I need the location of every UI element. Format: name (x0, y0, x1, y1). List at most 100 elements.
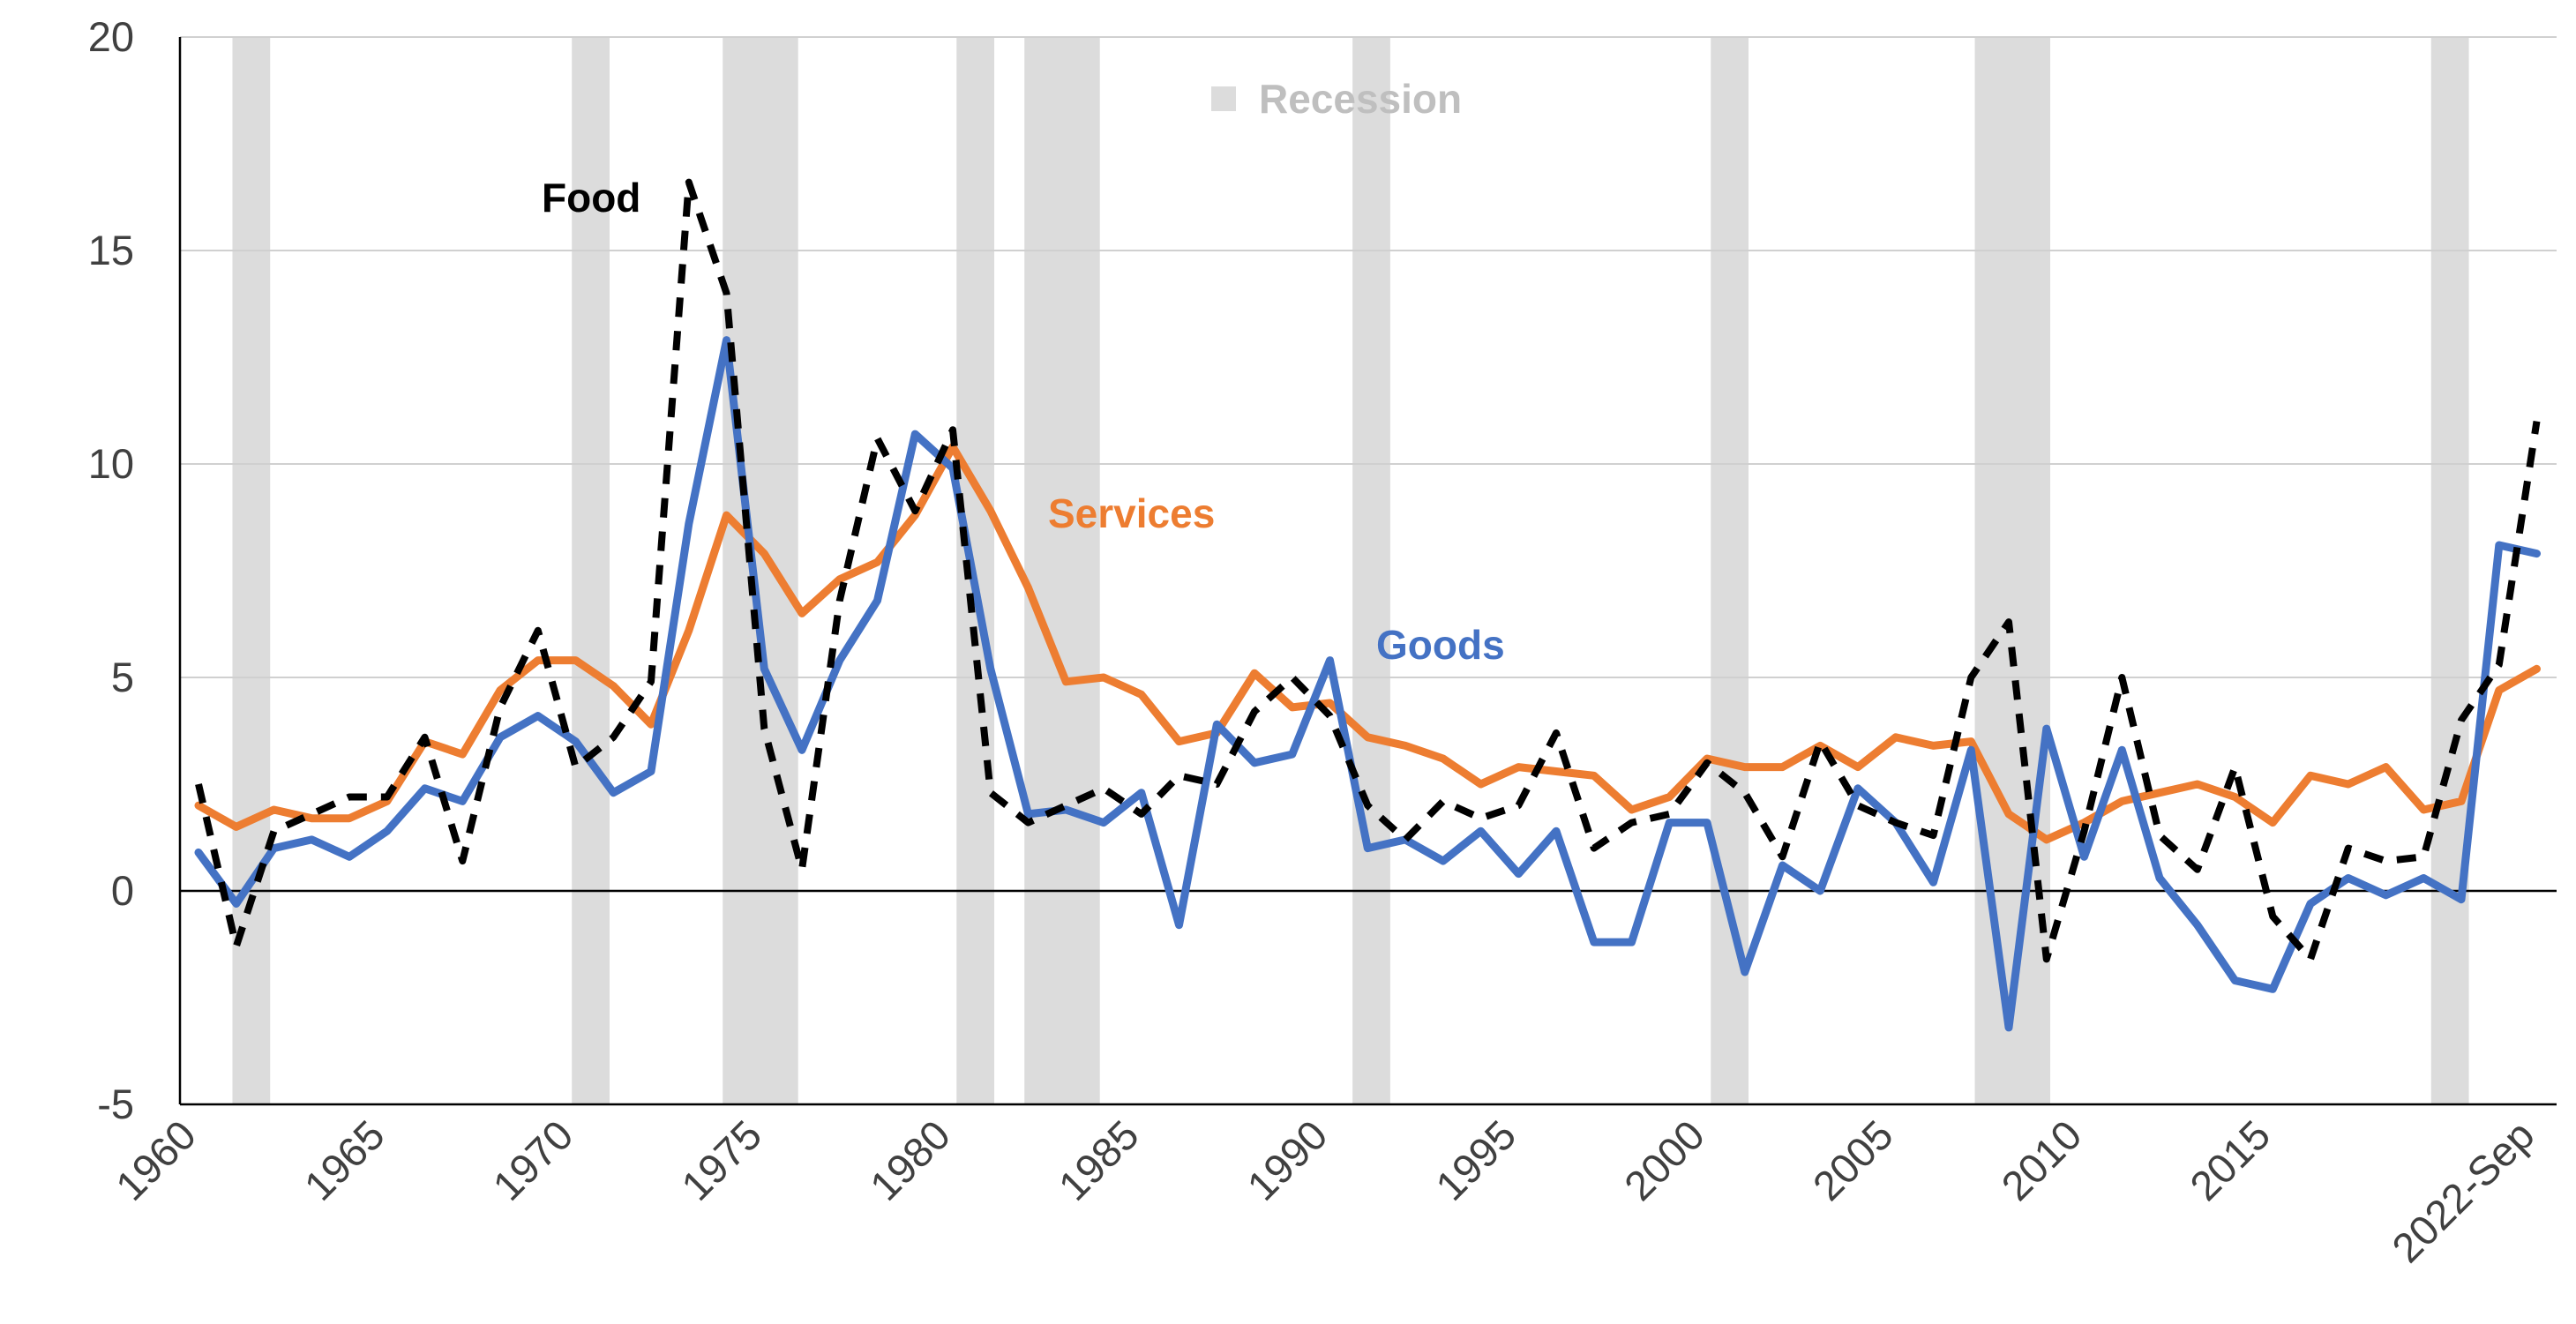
food-point-1982 (1028, 822, 1029, 823)
services-point-2019 (2423, 810, 2424, 811)
food-point-1988 (1254, 711, 1255, 712)
food-point-2001 (1744, 792, 1745, 793)
goods-point-1971 (613, 792, 614, 793)
food-point-2011 (2122, 677, 2123, 678)
y-gridlines (180, 36, 2557, 678)
goods-point-1964 (349, 856, 350, 857)
food-point-1963 (311, 813, 312, 814)
x-tick-label: 1995 (1427, 1111, 1524, 1209)
food-point-2009 (2046, 959, 2047, 960)
food-point-1960 (198, 784, 199, 785)
y-tick-label: 20 (88, 13, 134, 60)
goods-point-1993 (1442, 861, 1443, 862)
services-point-1975 (764, 553, 765, 554)
goods-point-2003 (1820, 891, 1821, 892)
food-point-2008 (2009, 622, 2010, 623)
recession-bands (232, 37, 2469, 1104)
services-point-1978 (877, 562, 878, 563)
services-point-2003 (1820, 745, 1821, 746)
goods-point-1991 (1367, 848, 1368, 849)
goods-point-1984 (1104, 822, 1105, 823)
x-tick-label: 2022-Sep (2383, 1111, 2543, 1272)
goods-point-2018 (2385, 894, 2386, 895)
recession-legend-swatch (1211, 86, 1236, 111)
goods-point-2011 (2122, 750, 2123, 751)
goods-point-2021 (2498, 544, 2499, 545)
services-point-1976 (802, 613, 803, 614)
food-point-2019 (2423, 856, 2424, 857)
x-tick-label: 1990 (1238, 1111, 1336, 1209)
goods-point-2001 (1744, 971, 1745, 972)
recession-band-2 (723, 37, 798, 1104)
goods-point-1979 (915, 434, 916, 435)
x-tick-label: 1985 (1049, 1111, 1147, 1209)
y-tick-label: 0 (111, 867, 134, 914)
goods-point-2019 (2423, 878, 2424, 879)
goods-point-1994 (1480, 831, 1481, 832)
food-point-1972 (651, 681, 652, 682)
goods-point-1973 (688, 523, 689, 524)
goods-point-1969 (537, 715, 538, 716)
services-point-2021 (2498, 690, 2499, 691)
goods-series-label: Goods (1376, 622, 1505, 668)
goods-point-2013 (2197, 924, 2198, 925)
food-point-1992 (1405, 839, 1406, 840)
food-point-1969 (537, 630, 538, 631)
services-point-1964 (349, 818, 350, 819)
goods-point-2010 (2084, 856, 2085, 857)
food-point-2020 (2461, 720, 2462, 721)
services-point-2006 (1933, 745, 1934, 746)
services-point-1969 (537, 660, 538, 661)
x-tick-label: 2000 (1615, 1111, 1713, 1209)
food-point-1977 (839, 600, 840, 601)
goods-point-1965 (386, 831, 387, 832)
services-point-1977 (839, 579, 840, 580)
food-point-1976 (802, 869, 803, 870)
goods-point-2022 (2536, 553, 2537, 554)
food-point-2018 (2385, 861, 2386, 862)
recession-legend-label: Recession (1259, 76, 1462, 122)
goods-point-1995 (1518, 873, 1519, 874)
x-tick-label: 2015 (2181, 1111, 2279, 1209)
food-point-1996 (1556, 732, 1557, 733)
recession-band-6 (1711, 37, 1749, 1104)
food-point-1984 (1104, 788, 1105, 789)
services-point-1960 (198, 805, 199, 806)
goods-point-2002 (1782, 864, 1783, 865)
food-point-1995 (1518, 805, 1519, 806)
services-point-1972 (651, 724, 652, 725)
services-point-2008 (2009, 813, 2010, 814)
food-point-1962 (273, 831, 274, 832)
y-tick-label: -5 (97, 1081, 134, 1127)
services-point-2010 (2084, 822, 2085, 823)
x-tick-label: 1980 (861, 1111, 959, 1209)
services-point-1984 (1104, 677, 1105, 678)
recession-band-5 (1352, 37, 1390, 1104)
y-tick-label: 15 (88, 227, 134, 273)
goods-point-2006 (1933, 882, 1934, 883)
goods-point-1970 (575, 741, 576, 742)
services-point-1970 (575, 660, 576, 661)
goods-point-1963 (311, 839, 312, 840)
food-point-1967 (462, 861, 463, 862)
food-point-2000 (1707, 762, 1708, 763)
food-point-1999 (1669, 813, 1670, 814)
goods-point-1985 (1141, 792, 1142, 793)
services-point-1990 (1329, 703, 1330, 704)
goods-point-1966 (424, 788, 425, 789)
food-point-1993 (1442, 801, 1443, 802)
services-point-1971 (613, 685, 614, 686)
goods-point-1967 (462, 801, 463, 802)
services-point-1985 (1141, 694, 1142, 695)
food-point-2003 (1820, 741, 1821, 742)
goods-point-2000 (1707, 822, 1708, 823)
x-tick-label: 1965 (295, 1111, 393, 1209)
x-tick-label: 1970 (483, 1111, 581, 1209)
goods-point-2008 (2009, 1027, 2010, 1028)
services-series-label: Services (1048, 490, 1215, 536)
food-point-2010 (2084, 831, 2085, 832)
food-point-1990 (1329, 715, 1330, 716)
services-point-2016 (2310, 775, 2311, 776)
food-point-1973 (688, 182, 689, 183)
